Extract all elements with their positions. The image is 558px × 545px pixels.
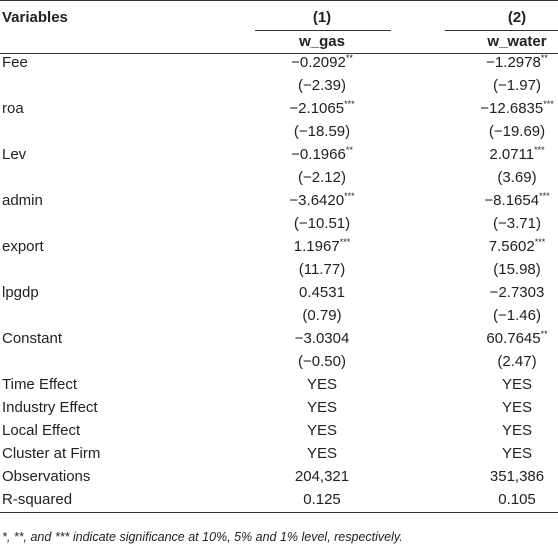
t-statistic: (2.47) bbox=[497, 353, 537, 370]
coefficient: −3.0304 bbox=[294, 330, 350, 347]
t-statistic: (0.79) bbox=[302, 307, 342, 324]
footnote: *, **, and *** indicate significance at … bbox=[2, 530, 403, 544]
row-label: R-squared bbox=[2, 491, 73, 508]
coefficient: YES bbox=[501, 376, 533, 393]
coefficient: YES bbox=[501, 445, 533, 462]
row-label: export bbox=[2, 238, 44, 255]
row-label: Time Effect bbox=[2, 376, 78, 393]
coefficient: −2.1065*** bbox=[289, 99, 355, 118]
coefficient: 60.7645** bbox=[486, 329, 548, 348]
row-label: lpgdp bbox=[2, 284, 39, 301]
column-number: (1) bbox=[312, 9, 332, 26]
coefficient: 0.105 bbox=[498, 491, 536, 508]
t-statistic: (15.98) bbox=[493, 261, 541, 278]
row-label: Cluster at Firm bbox=[2, 445, 101, 462]
column-number: (2) bbox=[507, 9, 527, 26]
row-label: Industry Effect bbox=[2, 399, 98, 416]
t-statistic: (3.69) bbox=[497, 169, 537, 186]
coefficient: −2.7303 bbox=[489, 284, 545, 301]
coefficient: −1.2978** bbox=[486, 53, 548, 72]
coefficient: 7.5602*** bbox=[488, 237, 546, 256]
coefficient: 1.1967*** bbox=[293, 237, 351, 256]
coefficient: YES bbox=[306, 399, 338, 416]
coefficient: 204,321 bbox=[294, 468, 350, 485]
column-name: w_water bbox=[487, 33, 547, 50]
column-name: w_gas bbox=[299, 33, 345, 50]
coefficient: 2.0711*** bbox=[489, 145, 545, 164]
coefficient: −12.6835*** bbox=[480, 99, 554, 118]
t-statistic: (11.77) bbox=[298, 261, 346, 278]
coefficient: −3.6420*** bbox=[289, 191, 355, 210]
t-statistic: (−10.51) bbox=[293, 215, 351, 232]
coefficient: YES bbox=[501, 422, 533, 439]
row-label: Observations bbox=[2, 468, 91, 485]
column-rule bbox=[445, 30, 558, 31]
coefficient: −0.1966** bbox=[291, 145, 353, 164]
row-label: Fee bbox=[2, 54, 28, 71]
coefficient: YES bbox=[306, 445, 338, 462]
t-statistic: (−0.50) bbox=[298, 353, 346, 370]
bottom-rule bbox=[0, 512, 558, 513]
t-statistic: (−18.59) bbox=[293, 123, 351, 140]
row-label: Local Effect bbox=[2, 422, 81, 439]
t-statistic: (−3.71) bbox=[493, 215, 541, 232]
t-statistic: (−1.97) bbox=[493, 77, 541, 94]
coefficient: YES bbox=[501, 399, 533, 416]
coefficient: 0.125 bbox=[303, 491, 341, 508]
row-label: Lev bbox=[2, 146, 27, 163]
coefficient: −0.2092** bbox=[291, 53, 353, 72]
coefficient: YES bbox=[306, 422, 338, 439]
header-rule bbox=[0, 53, 558, 54]
t-statistic: (−2.12) bbox=[298, 169, 346, 186]
coefficient: YES bbox=[306, 376, 338, 393]
row-label: roa bbox=[2, 100, 24, 117]
t-statistic: (−1.46) bbox=[493, 307, 541, 324]
t-statistic: (−2.39) bbox=[298, 77, 346, 94]
t-statistic: (−19.69) bbox=[488, 123, 546, 140]
coefficient: 351,386 bbox=[489, 468, 545, 485]
coefficient: −8.1654*** bbox=[484, 191, 550, 210]
top-rule bbox=[0, 0, 558, 1]
row-label: Constant bbox=[2, 330, 63, 347]
row-label: admin bbox=[2, 192, 43, 209]
coefficient: 0.4531 bbox=[299, 284, 345, 301]
column-rule bbox=[255, 30, 391, 31]
header-label: Variables bbox=[2, 9, 68, 26]
